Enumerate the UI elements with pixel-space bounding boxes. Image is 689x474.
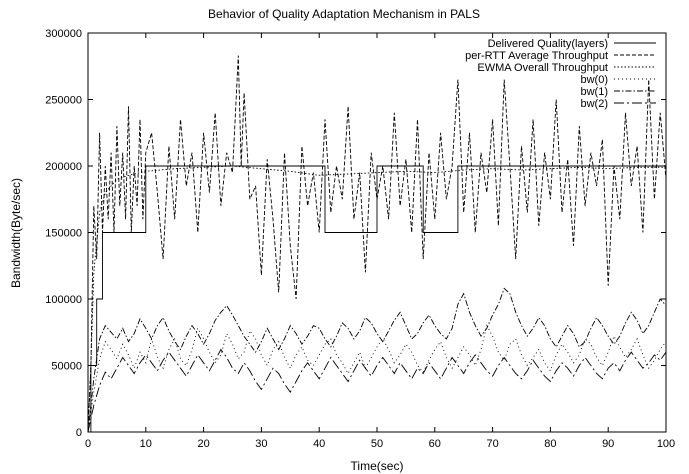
y-axis-label: Bandwidth(Byte/sec) — [9, 178, 23, 288]
x-tick-label-9: 90 — [602, 438, 614, 450]
x-tick-label-8: 80 — [544, 438, 556, 450]
legend-label-5: bw(2) — [580, 98, 608, 110]
y-tick-label-1: 50000 — [51, 361, 82, 373]
legend-label-4: bw(1) — [580, 86, 608, 98]
plot-area — [88, 55, 666, 432]
x-tick-label-2: 20 — [197, 438, 209, 450]
legend: Delivered Quality(layers)per-RTT Average… — [465, 38, 656, 110]
axis-ticks: 0 10 20 30 40 50 60 70 80 90 100 0 50000 100000 150000… — [45, 28, 675, 450]
legend-label-2: EWMA Overall Throughput — [477, 62, 608, 74]
x-tick-label-0: 0 — [85, 438, 91, 450]
series-line-3 — [88, 324, 666, 432]
chart-title: Behavior of Quality Adaptation Mechanism… — [208, 7, 480, 21]
series-line-4 — [88, 287, 666, 432]
x-tick-label-7: 70 — [486, 438, 498, 450]
y-tick-label-0: 0 — [76, 427, 82, 439]
legend-label-1: per-RTT Average Throughput — [465, 50, 608, 62]
x-tick-label-5: 50 — [371, 438, 383, 450]
series-line-1 — [88, 55, 666, 432]
series-line-0 — [88, 165, 666, 432]
legend-label-3: bw(0) — [580, 74, 608, 86]
x-tick-label-6: 60 — [429, 438, 441, 450]
y-tick-label-2: 100000 — [45, 294, 82, 306]
y-tick-label-3: 150000 — [45, 228, 82, 240]
x-tick-label-1: 10 — [140, 438, 152, 450]
x-tick-label-4: 40 — [313, 438, 325, 450]
x-axis-label: Time(sec) — [351, 459, 404, 473]
y-tick-label-6: 300000 — [45, 28, 82, 40]
x-tick-label-3: 30 — [255, 438, 267, 450]
y-tick-label-5: 250000 — [45, 95, 82, 107]
x-tick-label-10: 100 — [657, 438, 675, 450]
legend-label-0: Delivered Quality(layers) — [488, 38, 608, 50]
series-line-5 — [88, 348, 666, 432]
y-tick-label-4: 200000 — [45, 161, 82, 173]
